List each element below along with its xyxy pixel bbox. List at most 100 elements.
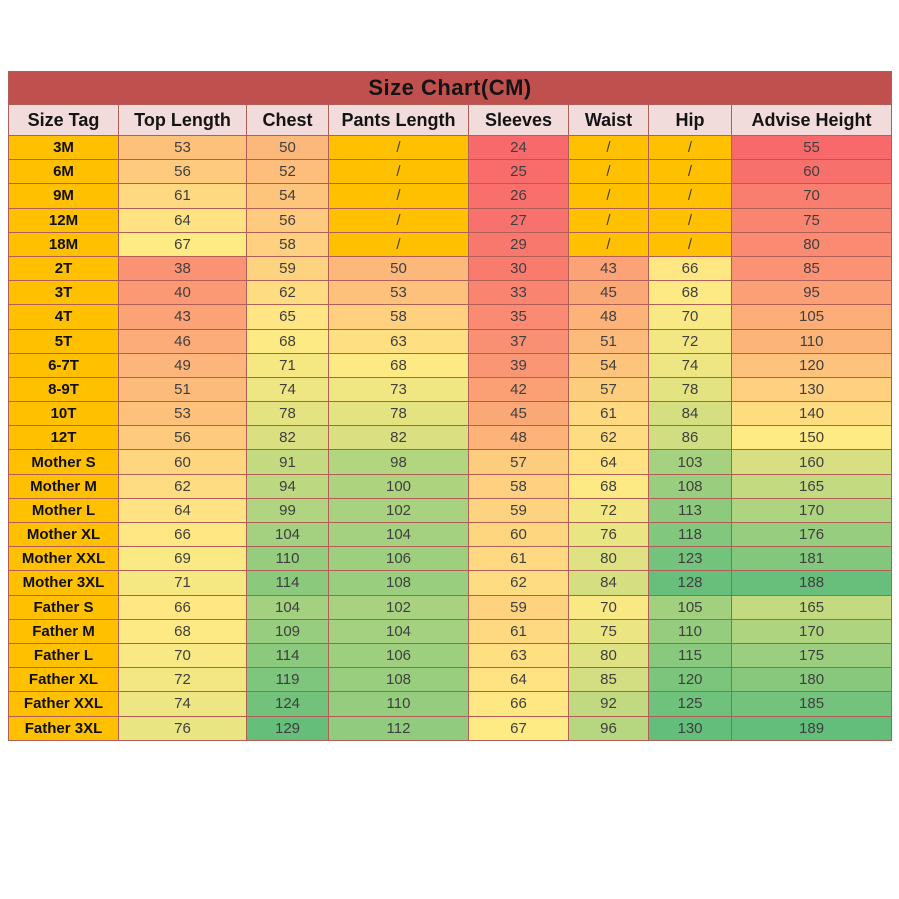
measurement-cell: 114 bbox=[246, 642, 329, 669]
measurement-cell: 150 bbox=[730, 425, 893, 451]
measurement-cell: 128 bbox=[648, 570, 732, 596]
measurement-cell: 66 bbox=[648, 255, 732, 282]
measurement-cell: 52 bbox=[246, 159, 329, 185]
measurement-cell: 78 bbox=[648, 376, 732, 403]
column-header-size-tag: Size Tag bbox=[8, 104, 119, 136]
table-title: Size Chart(CM) bbox=[7, 71, 893, 105]
measurement-cell: 40 bbox=[118, 280, 247, 306]
measurement-cell: 108 bbox=[328, 667, 469, 693]
measurement-cell: 33 bbox=[468, 280, 569, 306]
measurement-cell: / bbox=[568, 183, 649, 209]
measurement-cell: 45 bbox=[568, 280, 649, 306]
measurement-cell: 181 bbox=[730, 546, 893, 572]
measurement-cell: 58 bbox=[468, 473, 569, 499]
measurement-cell: 86 bbox=[648, 425, 732, 451]
table-row: 9M 61 54/26//70 bbox=[8, 183, 893, 209]
measurement-cell: 55 bbox=[730, 134, 893, 161]
title-row: Size Chart(CM) bbox=[7, 71, 893, 105]
measurement-cell: 104 bbox=[328, 521, 469, 548]
measurement-cell: 110 bbox=[328, 691, 469, 717]
measurement-cell: 50 bbox=[328, 255, 469, 282]
measurement-cell: 48 bbox=[568, 304, 649, 330]
measurement-cell: 104 bbox=[246, 594, 329, 620]
measurement-cell: 80 bbox=[730, 231, 893, 257]
size-tag-cell: 4T bbox=[8, 304, 119, 330]
measurement-cell: 106 bbox=[328, 546, 469, 572]
measurement-cell: 54 bbox=[568, 352, 649, 378]
table-row: Father XXL 74 124 110 66 92 125 185 bbox=[8, 691, 893, 717]
measurement-cell: 39 bbox=[468, 352, 569, 378]
measurement-cell: 53 bbox=[118, 134, 247, 161]
size-tag-cell: Mother L bbox=[8, 497, 119, 524]
measurement-cell: 68 bbox=[118, 618, 247, 644]
measurement-cell: 108 bbox=[648, 473, 732, 499]
measurement-cell: 65 bbox=[246, 304, 329, 330]
measurement-cell: 46 bbox=[118, 328, 247, 354]
measurement-cell: 61 bbox=[118, 183, 247, 209]
measurement-cell: 71 bbox=[246, 352, 329, 378]
measurement-cell: 82 bbox=[246, 425, 329, 451]
measurement-cell: 61 bbox=[568, 401, 649, 427]
measurement-cell: 64 bbox=[568, 449, 649, 475]
measurement-cell: 54 bbox=[246, 183, 329, 209]
measurement-cell: 78 bbox=[246, 401, 329, 427]
measurement-cell: 96 bbox=[568, 715, 649, 741]
measurement-cell: 102 bbox=[328, 594, 469, 620]
measurement-cell: / bbox=[328, 183, 469, 209]
measurement-cell: 175 bbox=[730, 642, 893, 669]
measurement-cell: 27 bbox=[468, 207, 569, 233]
measurement-cell: 103 bbox=[648, 449, 732, 475]
column-header-chest: Chest bbox=[246, 104, 329, 136]
measurement-cell: 63 bbox=[468, 642, 569, 669]
measurement-cell: 99 bbox=[246, 497, 329, 524]
measurement-cell: 42 bbox=[468, 376, 569, 403]
measurement-cell: 115 bbox=[648, 642, 732, 669]
measurement-cell: 123 bbox=[648, 546, 732, 572]
measurement-cell: 73 bbox=[328, 376, 469, 403]
table-row: 6M 56 52/25//60 bbox=[8, 159, 893, 185]
measurement-cell: / bbox=[568, 207, 649, 233]
measurement-cell: 112 bbox=[328, 715, 469, 741]
size-tag-cell: Mother M bbox=[8, 473, 119, 499]
measurement-cell: 75 bbox=[730, 207, 893, 233]
measurement-cell: 66 bbox=[118, 594, 247, 620]
measurement-cell: 130 bbox=[648, 715, 732, 741]
size-chart-container: Size Chart(CM) Size Tag Top Length Chest Pa… bbox=[7, 71, 893, 741]
measurement-cell: 50 bbox=[246, 134, 329, 161]
measurement-cell: 105 bbox=[648, 594, 732, 620]
measurement-cell: 61 bbox=[468, 618, 569, 644]
size-tag-cell: Mother 3XL bbox=[8, 570, 119, 596]
table-row: Mother S 60 91 98 57 64 103 160 bbox=[8, 449, 893, 475]
size-tag-cell: 3T bbox=[8, 280, 119, 306]
measurement-cell: 67 bbox=[118, 231, 247, 257]
measurement-cell: 160 bbox=[730, 449, 893, 475]
measurement-cell: 124 bbox=[246, 691, 329, 717]
measurement-cell: 58 bbox=[328, 304, 469, 330]
measurement-cell: 189 bbox=[730, 715, 893, 741]
measurement-cell: 70 bbox=[568, 594, 649, 620]
size-tag-cell: Father XXL bbox=[8, 691, 119, 717]
measurement-cell: 45 bbox=[468, 401, 569, 427]
measurement-cell: 72 bbox=[648, 328, 732, 354]
size-tag-cell: 3M bbox=[8, 134, 119, 161]
measurement-cell: 63 bbox=[328, 328, 469, 354]
measurement-cell: 56 bbox=[246, 207, 329, 233]
size-tag-cell: Father S bbox=[8, 594, 119, 620]
table-row: Father L 70 114 106 63 80 115 175 bbox=[8, 642, 893, 669]
measurement-cell: / bbox=[568, 134, 649, 161]
measurement-cell: 56 bbox=[118, 425, 247, 451]
table-row: 4T 43 65 58 35 48 70 105 bbox=[8, 304, 893, 330]
measurement-cell: 180 bbox=[730, 667, 893, 693]
measurement-cell: 165 bbox=[730, 594, 893, 620]
measurement-cell: 62 bbox=[118, 473, 247, 499]
measurement-cell: 43 bbox=[118, 304, 247, 330]
measurement-cell: / bbox=[648, 183, 732, 209]
measurement-cell: 72 bbox=[118, 667, 247, 693]
measurement-cell: / bbox=[648, 207, 732, 233]
size-tag-cell: 18M bbox=[8, 231, 119, 257]
measurement-cell: 60 bbox=[118, 449, 247, 475]
measurement-cell: 91 bbox=[246, 449, 329, 475]
measurement-cell: 57 bbox=[468, 449, 569, 475]
measurement-cell: 84 bbox=[568, 570, 649, 596]
measurement-cell: 140 bbox=[730, 401, 893, 427]
